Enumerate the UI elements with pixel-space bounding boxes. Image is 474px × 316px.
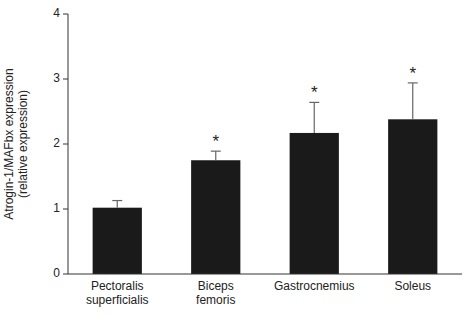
error-bar-cap [112, 200, 122, 201]
y-axis: 0 1 2 3 4 [53, 6, 68, 280]
y-tick-label: 1 [53, 201, 60, 215]
error-bars [112, 83, 418, 208]
y-axis-label: Atrogin-1/MAFbx expression(relative expr… [2, 68, 30, 219]
significance-label: * [212, 132, 219, 151]
x-tick-label: Pectoralissuperficialis [86, 279, 149, 307]
error-bar [211, 151, 221, 160]
error-bar [408, 83, 418, 119]
text-line: Pectoralis [91, 279, 144, 293]
x-tick-label: Soleus [394, 279, 431, 293]
x-axis: Pectoralissuperficialis Bicepsfemoris Gast… [68, 274, 462, 307]
error-bar-stem [314, 102, 315, 133]
significance-label: * [409, 64, 416, 83]
text-line: superficialis [86, 293, 149, 307]
text-line: (relative expression) [16, 90, 30, 198]
bar [290, 133, 339, 274]
error-bar-stem [412, 83, 413, 119]
significance-label: * [311, 83, 318, 102]
y-tick-label: 4 [53, 6, 60, 20]
x-tick-label: Gastrocnemius [274, 279, 355, 293]
y-tick-label: 3 [53, 71, 60, 85]
text-line: Biceps [198, 279, 234, 293]
text-line: Atrogin-1/MAFbx expression [2, 68, 16, 219]
text-line: femoris [196, 293, 235, 307]
bars [93, 119, 438, 274]
bar [388, 119, 437, 274]
error-bar [309, 102, 319, 133]
text-line: Soleus [394, 279, 431, 293]
error-bar-stem [117, 201, 118, 208]
y-tick [63, 79, 68, 80]
y-tick-label: 0 [53, 266, 60, 280]
chart-svg: 0 1 2 3 4 Atrogin-1/MAFbx expression(relative… [0, 0, 474, 316]
y-tick [63, 274, 68, 275]
y-tick [63, 209, 68, 210]
bar [191, 160, 240, 274]
y-tick [63, 14, 68, 15]
x-axis-line [68, 274, 462, 275]
chart-container: 0 1 2 3 4 Atrogin-1/MAFbx expression(relative… [0, 0, 474, 316]
annotations: * * * [212, 64, 416, 151]
error-bar [112, 201, 122, 208]
text-line: Gastrocnemius [274, 279, 355, 293]
error-bar-stem [215, 151, 216, 160]
x-tick-label: Bicepsfemoris [196, 279, 235, 307]
y-tick-label: 2 [53, 136, 60, 150]
bar [93, 208, 142, 274]
y-tick [63, 144, 68, 145]
